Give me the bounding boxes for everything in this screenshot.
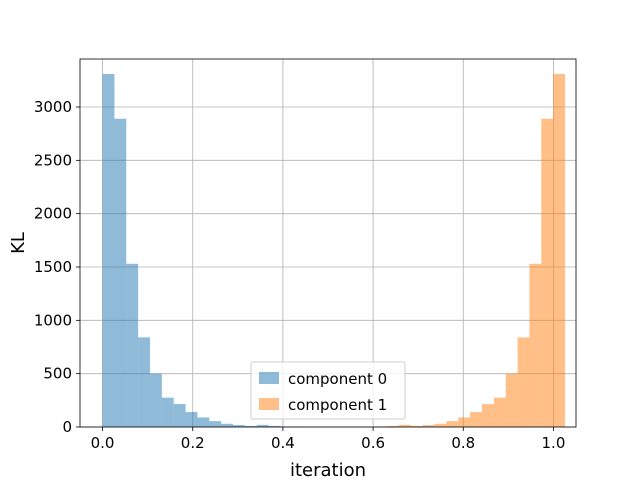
x-tick-label: 0.6 <box>361 434 385 452</box>
y-tick-label: 2500 <box>34 151 72 169</box>
y-ticks: 0 500 1000 1500 2000 2500 3000 <box>34 98 80 436</box>
histogram-bar-series-0 <box>126 263 139 427</box>
legend-box <box>250 361 406 420</box>
histogram-bar-series-1 <box>505 373 518 427</box>
histogram-bar-series-1 <box>553 73 566 427</box>
grid-lines <box>80 59 576 428</box>
histogram-bar-series-0 <box>161 397 174 427</box>
histogram-bar-series-0 <box>256 424 269 427</box>
histogram-bar-series-0 <box>221 423 233 427</box>
histogram-bar-series-0 <box>268 425 281 427</box>
axes-frame <box>79 58 577 428</box>
y-tick-label: 2000 <box>34 205 72 223</box>
x-tick-label: 0.2 <box>181 434 205 452</box>
legend-swatch <box>259 372 279 384</box>
histogram-bar-series-1 <box>458 417 471 427</box>
histogram-bar-series-0 <box>185 412 198 427</box>
legend-label: component 1 <box>288 396 387 414</box>
histogram-bar-series-0 <box>149 373 162 427</box>
x-tick-label: 1.0 <box>542 434 566 452</box>
histogram-bar-series-0 <box>244 425 257 427</box>
histogram-bar-series-0 <box>138 337 150 427</box>
y-axis-label: KL <box>8 232 29 254</box>
y-tick-label: 0 <box>62 418 72 436</box>
histogram-bar-series-1 <box>387 425 400 427</box>
y-tick-label: 3000 <box>34 98 72 116</box>
histogram-bar-series-1 <box>422 425 435 427</box>
y-tick-label: 500 <box>43 365 72 383</box>
histogram-bar-series-1 <box>410 425 423 427</box>
x-axis-label: iteration <box>290 460 366 480</box>
histogram-bar-series-1 <box>399 424 411 427</box>
histogram-bar-series-0 <box>197 417 210 427</box>
histogram-bar-series-1 <box>434 423 447 427</box>
histogram-bar-series-1 <box>493 397 506 427</box>
x-ticks: 0.0 0.2 0.4 0.6 0.8 1.0 <box>91 427 566 452</box>
histogram-bar-series-1 <box>517 337 530 427</box>
histogram-bar-series-0 <box>114 118 127 427</box>
bars-group <box>102 73 566 427</box>
histogram-bar-series-1 <box>529 263 542 427</box>
histogram-bar-series-1 <box>446 421 459 427</box>
histogram-bar-series-0 <box>232 425 245 427</box>
histogram-bar-series-1 <box>541 118 554 427</box>
legend: component 0 component 1 <box>250 361 406 420</box>
histogram-bar-series-0 <box>209 421 222 427</box>
x-tick-label: 0.4 <box>271 434 295 452</box>
x-tick-label: 0.0 <box>91 434 115 452</box>
histogram-bar-series-1 <box>470 412 483 427</box>
histogram-bar-series-1 <box>482 404 494 427</box>
x-tick-label: 0.8 <box>451 434 475 452</box>
legend-label: component 0 <box>288 370 387 388</box>
y-tick-label: 1000 <box>34 311 72 329</box>
histogram-bar-series-0 <box>102 73 115 427</box>
histogram-bar-series-0 <box>173 404 186 427</box>
y-tick-label: 1500 <box>34 258 72 276</box>
legend-swatch <box>259 398 279 410</box>
